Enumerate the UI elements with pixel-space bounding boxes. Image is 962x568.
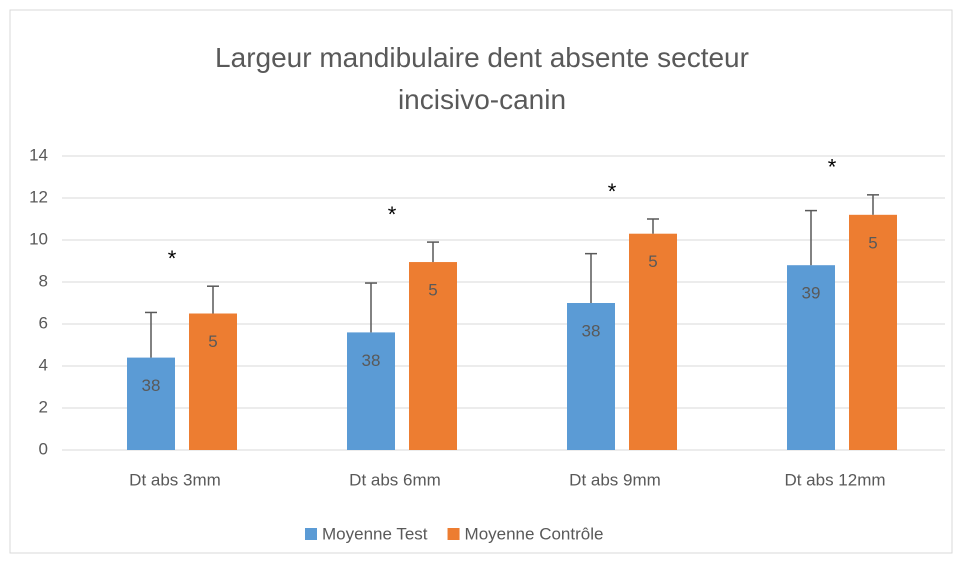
- bar: [787, 265, 835, 450]
- legend-label: Moyenne Test: [322, 524, 428, 543]
- sample-size-label: 38: [142, 376, 161, 395]
- bar: [127, 357, 175, 450]
- sample-size-label: 5: [428, 281, 437, 300]
- x-tick-label: Dt abs 9mm: [569, 470, 661, 489]
- sample-size-label: 5: [208, 332, 217, 351]
- legend-label: Moyenne Contrôle: [465, 524, 604, 543]
- y-tick-label: 2: [39, 397, 48, 416]
- legend-swatch: [447, 528, 460, 540]
- sample-size-label: 5: [868, 233, 877, 252]
- x-tick-label: Dt abs 3mm: [129, 470, 221, 489]
- y-tick-label: 4: [39, 355, 48, 374]
- y-tick-label: 10: [29, 229, 48, 248]
- chart-title: Largeur mandibulaire dent absente secteu…: [215, 42, 749, 115]
- legend-swatch: [305, 528, 317, 540]
- bar: [567, 303, 615, 450]
- sample-size-label: 38: [582, 321, 601, 340]
- y-tick-label: 6: [39, 313, 48, 332]
- x-tick-label: Dt abs 12mm: [784, 470, 885, 489]
- bar: [629, 233, 677, 450]
- significance-mark: *: [168, 246, 177, 271]
- bar: [409, 262, 457, 450]
- sample-size-label: 39: [802, 284, 821, 303]
- bar: [849, 214, 897, 450]
- sample-size-label: 5: [648, 252, 657, 271]
- y-tick-label: 12: [29, 187, 48, 206]
- sample-size-label: 38: [362, 351, 381, 370]
- y-tick-label: 8: [39, 271, 48, 290]
- bar: [189, 313, 237, 450]
- y-tick-label: 14: [29, 145, 48, 164]
- y-tick-label: 0: [39, 439, 48, 458]
- significance-mark: *: [828, 155, 837, 180]
- significance-mark: *: [608, 179, 617, 204]
- significance-mark: *: [388, 202, 397, 227]
- bar: [347, 332, 395, 450]
- x-tick-label: Dt abs 6mm: [349, 470, 441, 489]
